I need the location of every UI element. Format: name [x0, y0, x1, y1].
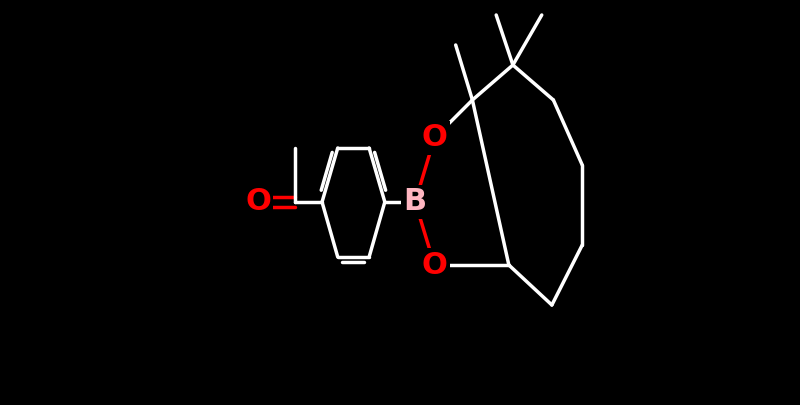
Text: O: O	[246, 188, 271, 217]
Text: B: B	[405, 188, 426, 216]
Text: O: O	[422, 251, 447, 279]
Text: O: O	[422, 124, 447, 153]
Text: O: O	[246, 188, 271, 217]
Text: O: O	[422, 251, 447, 279]
Text: B: B	[404, 188, 426, 217]
Text: O: O	[422, 124, 447, 153]
